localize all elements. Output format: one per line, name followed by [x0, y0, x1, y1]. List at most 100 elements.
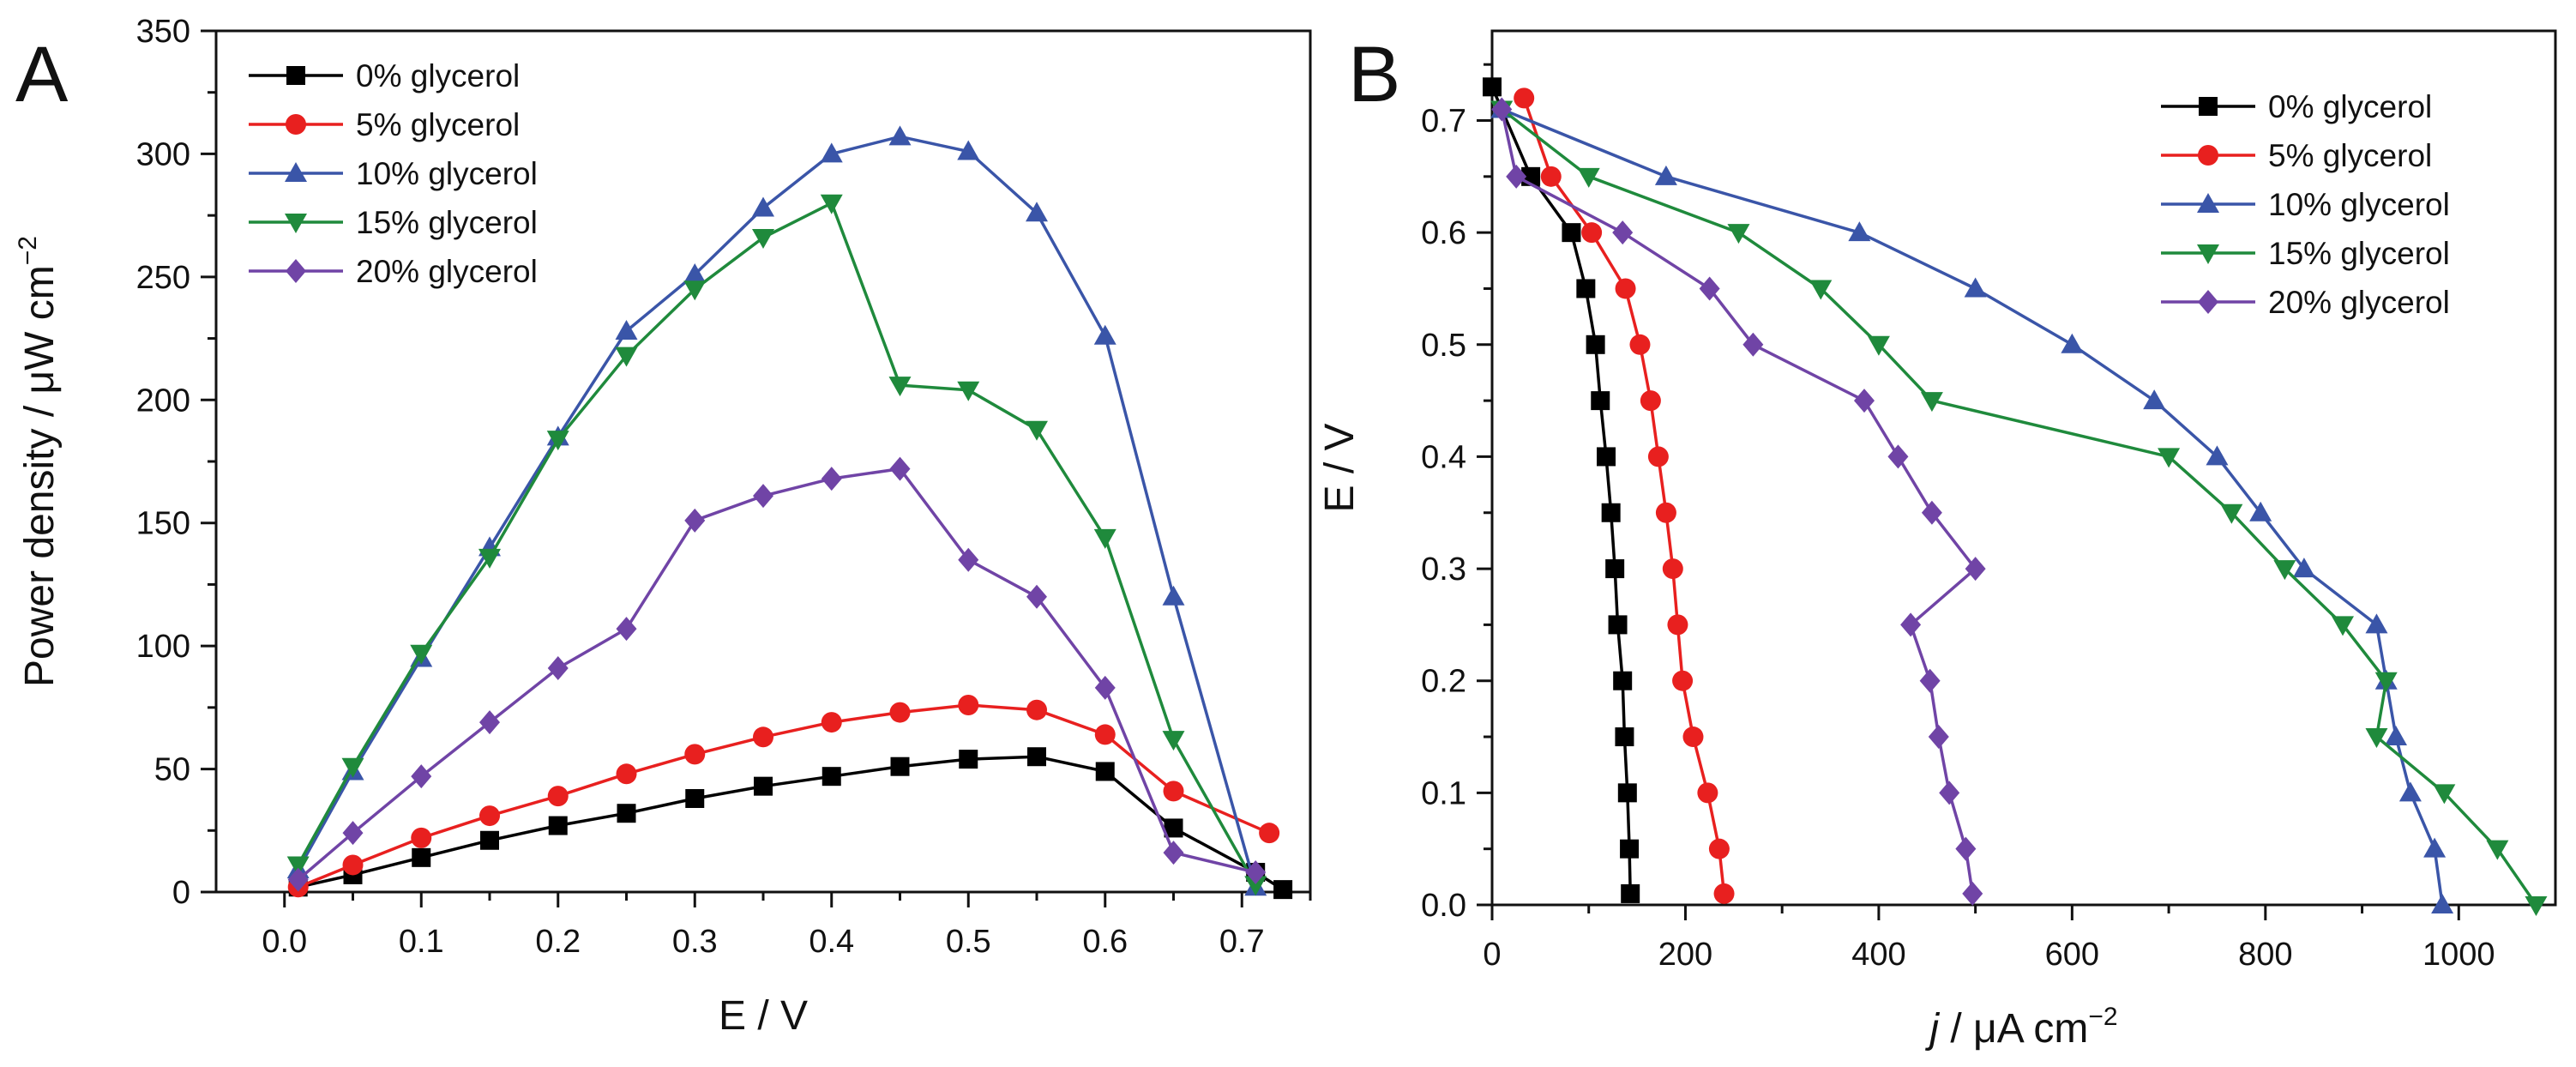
panel-b-data-point	[2158, 448, 2181, 468]
panel-a-data-point	[958, 694, 979, 715]
panel-b-data-point	[1887, 444, 1909, 469]
panel-b-data-point	[1506, 164, 1527, 189]
panel-b-data-point	[2206, 445, 2229, 466]
panel-a-data-point	[1093, 528, 1116, 549]
panel-b-data-point	[1581, 222, 1603, 244]
panel-a-data-point	[546, 431, 569, 451]
panel-a-data-point	[1163, 841, 1184, 865]
panel-a-data-point	[890, 757, 910, 776]
panel-b-x-tick-label: 0	[1483, 937, 1501, 973]
panel-b-data-point	[1576, 279, 1596, 298]
panel-a-legend-marker	[285, 162, 307, 182]
panel-b-y-tick-label: 0.4	[1421, 439, 1466, 475]
panel-a-series-line	[297, 202, 1257, 886]
panel-a-data-point	[1026, 202, 1048, 222]
panel-a-y-axis-title: Power density / μW cm−2	[14, 236, 63, 687]
panel-a-data-point	[685, 788, 705, 808]
panel-b-data-point	[2365, 728, 2388, 749]
panel-a-data-point	[888, 125, 912, 146]
panel-a-data-point	[1093, 324, 1116, 345]
panel-a-data-point	[411, 764, 432, 789]
panel-a-x-tick-label: 0.6	[1082, 924, 1128, 960]
panel-b-series-3	[1490, 100, 2548, 916]
panel-b-legend-marker	[2199, 97, 2218, 116]
panel-a-legend-label: 20% glycerol	[356, 254, 538, 289]
panel-a-x-tick-label: 0.5	[946, 924, 991, 960]
panel-a-data-point	[754, 776, 773, 796]
panel-b-data-point	[2398, 781, 2422, 802]
panel-a-x-tick-label: 0.0	[262, 924, 307, 960]
panel-b-x-tick-label: 800	[2238, 937, 2292, 973]
panel-b-data-point	[2374, 672, 2398, 692]
panel-a-series-2	[286, 125, 1267, 896]
panel-a-legend-marker	[286, 66, 305, 85]
panel-a-data-point	[1094, 724, 1116, 745]
panel-b-data-point	[1612, 220, 1634, 245]
panel-b-y-tick-label: 0.1	[1421, 775, 1466, 811]
panel-a-y-tick-label: 350	[136, 14, 190, 50]
panel-b-data-point	[1640, 390, 1661, 412]
panel-a-series-4	[287, 456, 1267, 892]
panel-a-data-point	[547, 655, 569, 680]
panel-a-data-point	[412, 847, 431, 867]
panel-b-data-point	[1742, 332, 1764, 357]
panel-a-data-point	[1164, 818, 1183, 838]
panel-b-series-0	[1483, 77, 1640, 903]
panel-a-data-point	[479, 805, 500, 827]
panel-a-data-point	[1244, 876, 1267, 896]
panel-b-data-point	[1591, 391, 1610, 411]
panel-b-letter: B	[1348, 31, 1400, 118]
panel-a-data-point	[752, 196, 774, 217]
panel-b-data-point	[1809, 280, 1833, 300]
panel-b-data-point	[1615, 278, 1636, 299]
panel-b-data-point	[1713, 883, 1735, 904]
panel-a-data-point	[889, 456, 911, 481]
panel-b-data-point	[2143, 389, 2166, 410]
panel-b-data-point	[1586, 335, 1605, 354]
panel-b-data-point	[2423, 837, 2447, 858]
panel-a-data-point	[821, 712, 842, 733]
panel-a-data-point	[753, 484, 773, 509]
panel-b-data-point	[2061, 333, 2084, 353]
panel-a-data-point	[957, 381, 980, 401]
panel-b-x-tick-label: 1000	[2423, 937, 2495, 973]
panel-a-data-point	[684, 508, 706, 533]
panel-b-y-tick-label: 0.3	[1421, 552, 1466, 588]
panel-b-chart: B 0 200 400 600 800 1000 0.0 0.1 0.2 0.3 0.4 0.5 0.6 0…	[1317, 29, 2557, 1052]
panel-b-data-point	[1962, 881, 1983, 906]
panel-b-series-line	[1501, 108, 2537, 906]
panel-a-data-point	[615, 347, 638, 367]
panel-a-x-tick-label: 0.7	[1219, 924, 1265, 960]
panel-b-data-point	[1662, 558, 1683, 580]
panel-b-data-point	[1727, 224, 1750, 244]
panel-a-legend: 0% glycerol 5% glycerol 10% glycerol 15% gl…	[249, 58, 538, 289]
panel-b-data-point	[2431, 894, 2454, 913]
panel-a-data-point	[957, 140, 980, 160]
panel-a-y-tick-label: 250	[136, 260, 190, 296]
panel-b-legend-label: 5% glycerol	[2268, 138, 2432, 173]
panel-b-data-point	[1621, 883, 1640, 903]
panel-a-data-point	[1162, 731, 1185, 751]
panel-a-legend-label: 0% glycerol	[356, 58, 520, 93]
panel-a-data-point	[958, 547, 979, 572]
panel-a-data-point	[616, 617, 637, 642]
panel-b-legend-marker	[2197, 193, 2219, 213]
panel-b-data-point	[1921, 500, 1942, 525]
panel-b-data-point	[2365, 613, 2388, 634]
panel-a-data-point	[478, 548, 501, 569]
panel-a-x-tick-label: 0.4	[809, 924, 854, 960]
panel-b-data-point	[2292, 558, 2315, 578]
panel-b-data-point	[2525, 896, 2548, 916]
panel-b-legend-marker	[2197, 244, 2219, 264]
panel-b-x-axis-title: j / μA cm−2	[1924, 1003, 2117, 1052]
panel-a-data-point	[889, 702, 911, 723]
panel-b-data-point	[1608, 615, 1628, 635]
panel-a-legend-label: 10% glycerol	[356, 156, 538, 191]
panel-b-data-point	[2273, 560, 2296, 581]
panel-a-data-point	[287, 867, 309, 892]
panel-b-data-point	[1613, 671, 1633, 690]
panel-b-data-point	[1597, 447, 1616, 467]
panel-b-data-point	[1577, 167, 1600, 188]
panel-b-legend-label: 15% glycerol	[2268, 236, 2450, 271]
